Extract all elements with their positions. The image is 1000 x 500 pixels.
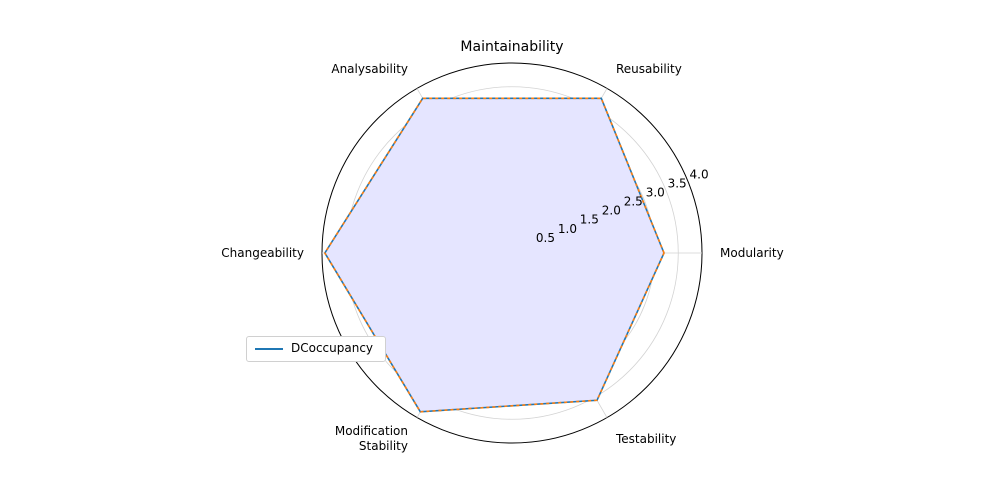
radial-tick-label: 1.5 [580,213,599,227]
radial-tick-labels: 0.51.01.52.02.53.03.54.0 [536,167,709,245]
category-label: Modularity [720,246,784,260]
category-labels: Modularity Reusability Analysability Change… [221,62,783,453]
series-area [324,98,664,412]
series-layer [323,97,665,413]
category-label: Reusability [616,62,682,76]
legend-series-label: DCoccupancy [291,341,374,355]
radial-tick-label: 4.0 [690,167,709,181]
category-label: Testability [615,432,676,446]
radial-tick-label: 2.0 [602,204,621,218]
radial-tick-label: 3.0 [646,186,665,200]
chart-title: Maintainability [460,39,563,55]
radial-tick-label: 1.0 [558,222,577,236]
radial-tick-label: 0.5 [536,231,555,245]
category-label: Changeability [221,246,304,260]
category-label: Modification Stability [335,424,408,453]
legend-series-swatch [255,348,283,350]
legend: DCoccupancy [246,336,386,362]
category-label: Analysability [331,62,408,76]
radial-tick-label: 2.5 [624,195,643,209]
series-dashed-overlay [323,97,665,413]
radial-tick-label: 3.5 [668,176,687,190]
